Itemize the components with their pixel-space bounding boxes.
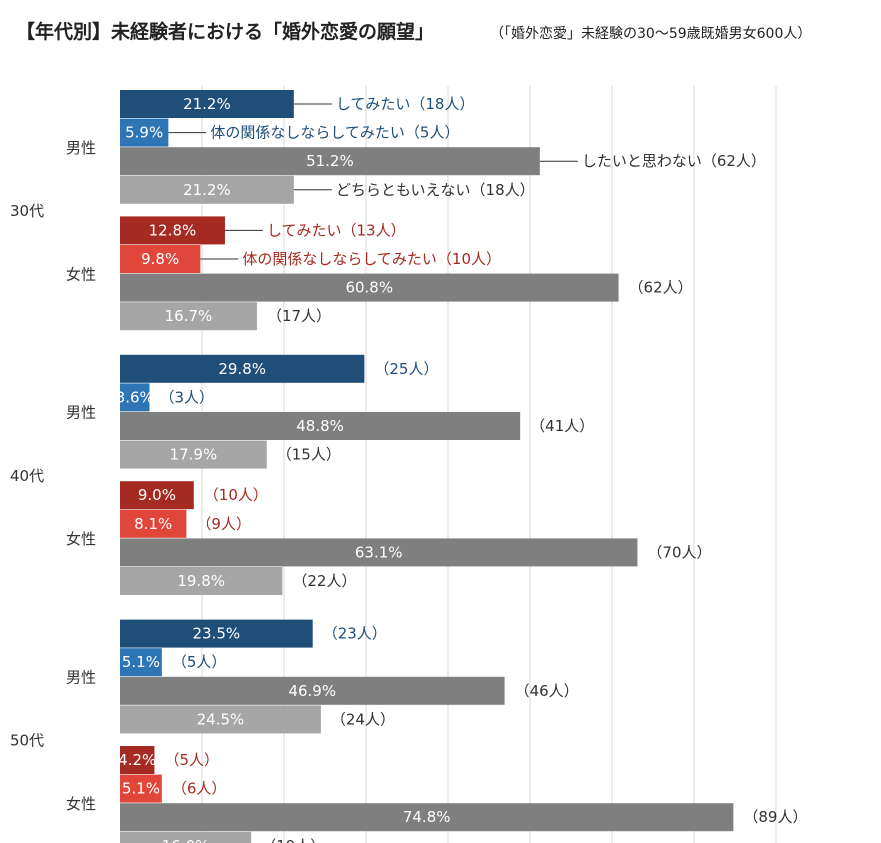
age-group-label: 50代: [10, 732, 44, 750]
count-label: （89人）: [743, 808, 807, 826]
count-label: 体の関係なしならしてみたい（10人）: [242, 250, 501, 268]
count-label: （24人）: [331, 710, 395, 728]
count-label: （10人）: [204, 486, 268, 504]
gridlines: [201, 86, 777, 843]
count-label: （15人）: [277, 446, 341, 464]
gender-label: 女性: [66, 795, 96, 813]
bar-value-label: 17.9%: [170, 446, 218, 464]
bar-50代-male-0: [120, 619, 313, 648]
bar-value-label: 21.2%: [183, 95, 231, 113]
gender-label: 男性: [66, 669, 96, 687]
bar-30代-female-3: [120, 302, 257, 331]
bar-value-label: 3.6%: [116, 388, 154, 406]
bar-value-label: 46.9%: [288, 682, 336, 700]
bar-value-label: 51.2%: [306, 152, 354, 170]
bar-value-label: 23.5%: [193, 625, 241, 643]
age-group-label: 40代: [10, 467, 44, 485]
bar-value-label: 12.8%: [149, 221, 197, 239]
bar-30代-female-0: [120, 216, 225, 245]
count-label: したいと思わない（62人）: [582, 152, 766, 170]
bar-30代-male-0: [120, 90, 294, 118]
count-label: どちらともいえない（18人）: [336, 181, 535, 199]
count-label: （17人）: [267, 307, 331, 325]
bar-30代-female-2: [120, 273, 619, 302]
bar-value-label: 63.1%: [355, 543, 403, 561]
chart-subtitle: （「婚外恋愛」未経験の30～59歳既婚男女600人）: [490, 25, 811, 42]
bar-30代-male-1: [120, 118, 169, 147]
bar-value-label: 16.7%: [165, 307, 213, 325]
bar-40代-male-0: [120, 354, 365, 383]
bar-50代-female-2: [120, 803, 734, 832]
count-label: してみたい（13人）: [267, 221, 406, 239]
bar-value-label: 5.1%: [122, 653, 160, 671]
bar-50代-female-3: [120, 831, 252, 843]
count-label: （25人）: [374, 360, 438, 378]
count-label: （46人）: [515, 682, 579, 700]
bar-40代-female-1: [120, 509, 187, 538]
bar-value-label: 24.5%: [197, 710, 245, 728]
bar-value-label: 5.1%: [122, 780, 160, 798]
bar-value-label: 60.8%: [345, 279, 393, 297]
chart-title: 【年代別】未経験者における「婚外恋愛の願望」: [16, 20, 434, 43]
count-label: （3人）: [160, 388, 215, 406]
age-group-label: 30代: [10, 202, 44, 220]
gender-label: 女性: [66, 530, 96, 548]
bar-value-label: 21.2%: [183, 181, 231, 199]
count-label: してみたい（18人）: [336, 95, 475, 113]
bar-value-label: 74.8%: [403, 808, 451, 826]
count-label: （62人）: [629, 279, 693, 297]
bar-50代-male-3: [120, 705, 321, 734]
bar-value-label: 5.9%: [125, 124, 163, 142]
count-label: （6人）: [172, 780, 227, 798]
bar-40代-female-3: [120, 567, 283, 595]
bar-value-label: 9.8%: [141, 250, 179, 268]
bar-40代-female-0: [120, 481, 194, 510]
count-label: （70人）: [647, 543, 711, 561]
bar-40代-male-1: [120, 383, 150, 412]
bars: [120, 90, 734, 843]
bar-50代-female-0: [120, 746, 155, 774]
bar-value-label: 9.0%: [138, 486, 176, 504]
count-label: （5人）: [172, 653, 227, 671]
bar-value-label: 16.0%: [162, 837, 210, 843]
count-label: （9人）: [196, 515, 251, 533]
count-label: （41人）: [530, 417, 594, 435]
labels: 21.2% してみたい（18人） 5.9% 体の関係なしならしてみたい（5人） 51.2…: [10, 95, 807, 843]
bar-40代-male-3: [120, 440, 267, 469]
bar-value-label: 29.8%: [218, 360, 266, 378]
count-label: （5人）: [164, 751, 219, 769]
bar-30代-female-1: [120, 245, 201, 273]
gender-label: 男性: [66, 404, 96, 422]
count-label: 体の関係なしならしてみたい（5人）: [210, 124, 459, 142]
bar-30代-male-2: [120, 147, 540, 176]
bar-40代-male-2: [120, 412, 521, 440]
count-label: （22人）: [292, 572, 356, 590]
bar-50代-male-1: [120, 648, 162, 677]
bar-40代-female-2: [120, 538, 638, 567]
bar-50代-male-2: [120, 676, 505, 705]
gender-label: 男性: [66, 139, 96, 157]
count-label: （19人）: [261, 837, 325, 843]
bar-50代-female-1: [120, 774, 162, 803]
bar-value-label: 4.2%: [118, 751, 156, 769]
count-label: （23人）: [323, 625, 387, 643]
gender-label: 女性: [66, 265, 96, 283]
bar-30代-male-3: [120, 175, 294, 204]
bar-value-label: 19.8%: [177, 572, 225, 590]
bar-value-label: 8.1%: [134, 515, 172, 533]
bar-value-label: 48.8%: [296, 417, 344, 435]
